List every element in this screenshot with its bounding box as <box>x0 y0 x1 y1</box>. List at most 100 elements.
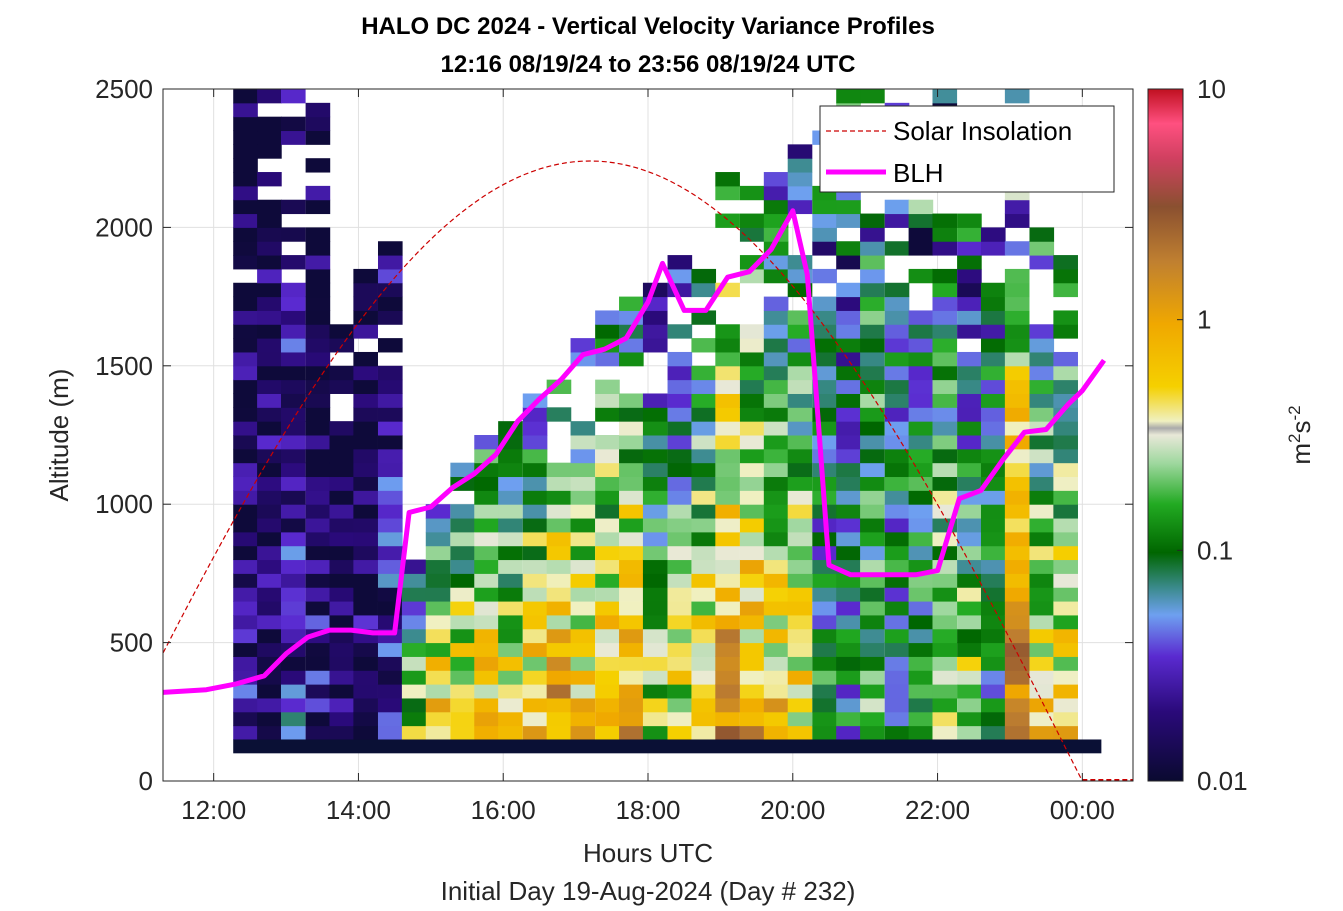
heatmap-cell <box>1029 241 1055 256</box>
heatmap-cell <box>763 448 789 464</box>
heatmap-cell <box>233 448 258 464</box>
heatmap-cell <box>280 407 306 422</box>
heatmap-cell <box>908 614 934 630</box>
heatmap-cell <box>401 573 427 588</box>
heatmap-cell <box>860 213 885 228</box>
heatmap-cell <box>257 255 282 270</box>
heatmap-cell <box>595 448 620 464</box>
heatmap-cell <box>498 684 523 699</box>
heatmap-cell <box>233 587 258 602</box>
heatmap-cell <box>932 393 958 408</box>
heatmap-cell <box>377 531 403 547</box>
heatmap-cell <box>763 310 789 325</box>
heatmap-cell <box>667 628 693 644</box>
heatmap-cell <box>377 255 403 270</box>
heatmap-cell <box>353 448 378 464</box>
heatmap-cell <box>860 310 885 325</box>
heatmap-cell <box>884 490 910 505</box>
heatmap-cell <box>836 421 861 436</box>
heatmap-cell <box>353 614 378 630</box>
heatmap-cell <box>377 711 403 727</box>
heatmap-cell <box>932 628 958 644</box>
heatmap-cell <box>570 338 596 353</box>
heatmap-cell <box>908 351 934 367</box>
heatmap-cell <box>787 711 813 727</box>
heatmap-cell <box>739 213 765 228</box>
heatmap-cell <box>233 351 258 367</box>
heatmap-cell <box>305 296 331 311</box>
heatmap-cell <box>1053 268 1078 284</box>
heatmap-cell <box>619 711 644 727</box>
heatmap-cell <box>401 614 427 630</box>
heatmap-cell <box>763 213 789 228</box>
heatmap-cell <box>860 601 885 616</box>
heatmap-cell <box>932 324 958 339</box>
heatmap-cell <box>1053 351 1078 367</box>
heatmap-cell <box>787 435 813 450</box>
heatmap-cell <box>1004 351 1030 367</box>
heatmap-cell <box>980 435 1006 450</box>
heatmap-cell <box>715 213 740 228</box>
heatmap-cell <box>1053 518 1078 533</box>
y-axis-label: Altitude (m) <box>44 369 74 502</box>
heatmap-cell <box>280 199 306 215</box>
heatmap-cell <box>957 587 982 602</box>
heatmap-cell <box>667 573 693 588</box>
heatmap-cell <box>667 518 693 533</box>
heatmap-cell <box>450 656 475 671</box>
heatmap-cell <box>280 670 306 685</box>
heatmap-cell <box>836 89 861 104</box>
heatmap-cell <box>305 490 331 505</box>
heatmap-cell <box>642 448 668 464</box>
heatmap-cell <box>787 379 813 394</box>
heatmap-cell <box>377 504 403 519</box>
heatmap-cell <box>1029 476 1055 491</box>
heatmap-cell <box>908 504 934 519</box>
heatmap-cell <box>450 684 475 699</box>
heatmap-cell <box>787 614 813 630</box>
heatmap-cell <box>836 614 861 630</box>
heatmap-cell <box>257 282 282 298</box>
heatmap-cell <box>280 227 306 242</box>
heatmap-cell <box>522 642 548 657</box>
heatmap-cell <box>280 296 306 311</box>
heatmap-cell <box>932 227 958 242</box>
heatmap-cell <box>691 628 717 644</box>
heatmap-cell <box>233 213 258 228</box>
heatmap-cell <box>280 393 306 408</box>
heatmap-cell <box>595 393 620 408</box>
heatmap-cell <box>980 725 1006 740</box>
heatmap-cell <box>425 656 451 671</box>
x-axis: 12:00 14:00 16:00 18:00 20:00 22:00 00:00 <box>181 89 1115 825</box>
heatmap-cell <box>280 490 306 505</box>
heatmap-cell <box>305 601 331 616</box>
heatmap-cell <box>595 407 620 422</box>
heatmap-cell <box>932 407 958 422</box>
heatmap-cell <box>257 435 282 450</box>
heatmap-cell <box>739 642 765 657</box>
heatmap-cell <box>957 504 982 519</box>
heatmap-cell <box>715 351 740 367</box>
heatmap-cell <box>1029 531 1055 547</box>
heatmap-cell <box>595 518 620 533</box>
heatmap-cell <box>884 338 910 353</box>
heatmap-cell <box>812 462 837 478</box>
heatmap-cell <box>836 670 861 685</box>
heatmap-cell <box>787 504 813 519</box>
heatmap-cell <box>860 684 885 699</box>
heatmap-cell <box>619 642 644 657</box>
heatmap-cell <box>836 213 861 228</box>
heatmap-cell <box>691 393 717 408</box>
heatmap-cell <box>280 656 306 671</box>
heatmap-cell <box>595 476 620 491</box>
heatmap-cell <box>667 421 693 436</box>
heatmap-cell <box>932 379 958 394</box>
heatmap-cell <box>280 324 306 339</box>
chart-title: HALO DC 2024 - Vertical Velocity Varianc… <box>361 13 935 40</box>
heatmap-cell <box>305 365 331 381</box>
heatmap-cell <box>377 282 403 298</box>
heatmap-cell <box>715 545 740 561</box>
heatmap-cell <box>280 338 306 353</box>
heatmap-cell <box>763 338 789 353</box>
heatmap-cell <box>908 642 934 657</box>
